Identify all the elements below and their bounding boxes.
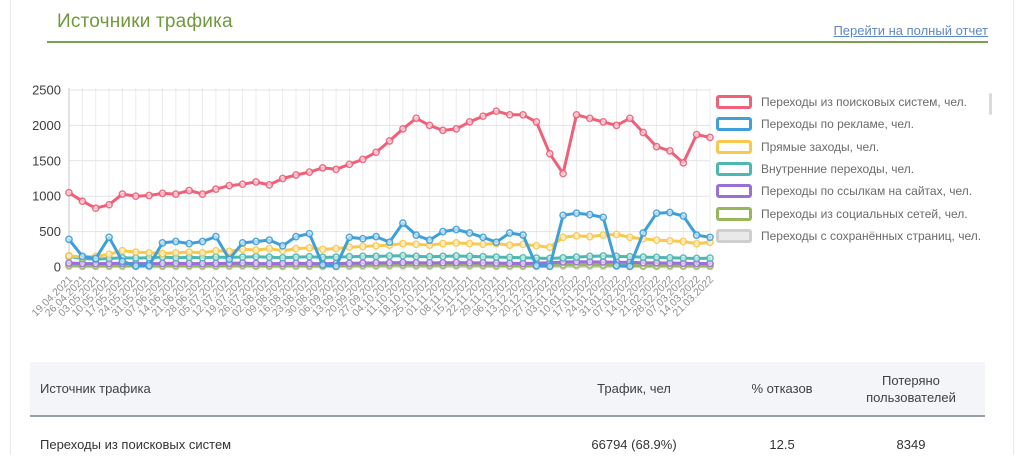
legend-swatch-ads	[716, 117, 752, 132]
legend-item-saved-pages[interactable]: Переходы с сохранённых страниц, чел.	[716, 225, 996, 247]
legend-label: Переходы по ссылкам на сайтах, чел.	[761, 184, 973, 199]
legend-scrollbar[interactable]	[989, 93, 992, 115]
legend-swatch-site-links	[716, 184, 752, 199]
legend-swatch-direct	[716, 139, 752, 154]
svg-text:1500: 1500	[32, 153, 61, 168]
column-header-traffic: Трафик, чел	[597, 381, 671, 396]
legend-item-direct[interactable]: Прямые заходы, чел.	[716, 136, 996, 158]
chart-legend: Переходы из поисковых систем, чел. Перех…	[716, 91, 996, 247]
cell-bounce-rate: 12.5	[769, 437, 795, 452]
svg-text:2000: 2000	[32, 118, 61, 133]
legend-swatch-social	[716, 206, 752, 221]
table-header-row: Источник трафика Трафик, чел % отказов П…	[30, 362, 985, 417]
legend-label: Переходы из поисковых систем, чел.	[761, 95, 967, 110]
legend-label: Переходы по рекламе, чел.	[761, 117, 914, 132]
column-header-bounce-rate: % отказов	[751, 381, 813, 396]
column-header-source: Источник трафика	[40, 381, 151, 396]
svg-text:1000: 1000	[32, 189, 61, 204]
svg-text:500: 500	[39, 224, 61, 239]
legend-swatch-search	[716, 95, 752, 110]
header-divider	[47, 41, 988, 43]
legend-label: Переходы с сохранённых страниц, чел.	[761, 228, 982, 243]
legend-item-social[interactable]: Переходы из социальных сетей, чел.	[716, 202, 996, 224]
full-report-link[interactable]: Перейти на полный отчет	[833, 23, 988, 38]
legend-label: Внутренние переходы, чел.	[761, 162, 915, 177]
legend-item-site-links[interactable]: Переходы по ссылкам на сайтах, чел.	[716, 180, 996, 202]
cell-source: Переходы из поисковых систем	[40, 437, 232, 452]
legend-item-search[interactable]: Переходы из поисковых систем, чел.	[716, 91, 996, 113]
svg-text:2500: 2500	[32, 83, 61, 98]
column-header-lost-users: Потеряно пользователей	[866, 372, 956, 405]
cell-traffic: 66794 (68.9%)	[591, 437, 677, 452]
legend-label: Прямые заходы, чел.	[761, 139, 880, 154]
table-row: Переходы из поисковых систем 66794 (68.9…	[30, 417, 985, 472]
page-title: Источники трафика	[57, 11, 233, 32]
legend-label: Переходы из социальных сетей, чел.	[761, 206, 968, 221]
svg-text:0: 0	[54, 260, 61, 275]
traffic-sources-line-chart: 0500100015002000250019.04.202126.04.2021…	[29, 83, 716, 320]
legend-item-internal[interactable]: Внутренние переходы, чел.	[716, 158, 996, 180]
legend-item-ads[interactable]: Переходы по рекламе, чел.	[716, 113, 996, 135]
legend-swatch-internal	[716, 162, 752, 177]
traffic-sources-table: Источник трафика Трафик, чел % отказов П…	[30, 362, 985, 472]
legend-swatch-saved-pages	[716, 228, 752, 243]
cell-lost-users: 8349	[896, 437, 926, 452]
